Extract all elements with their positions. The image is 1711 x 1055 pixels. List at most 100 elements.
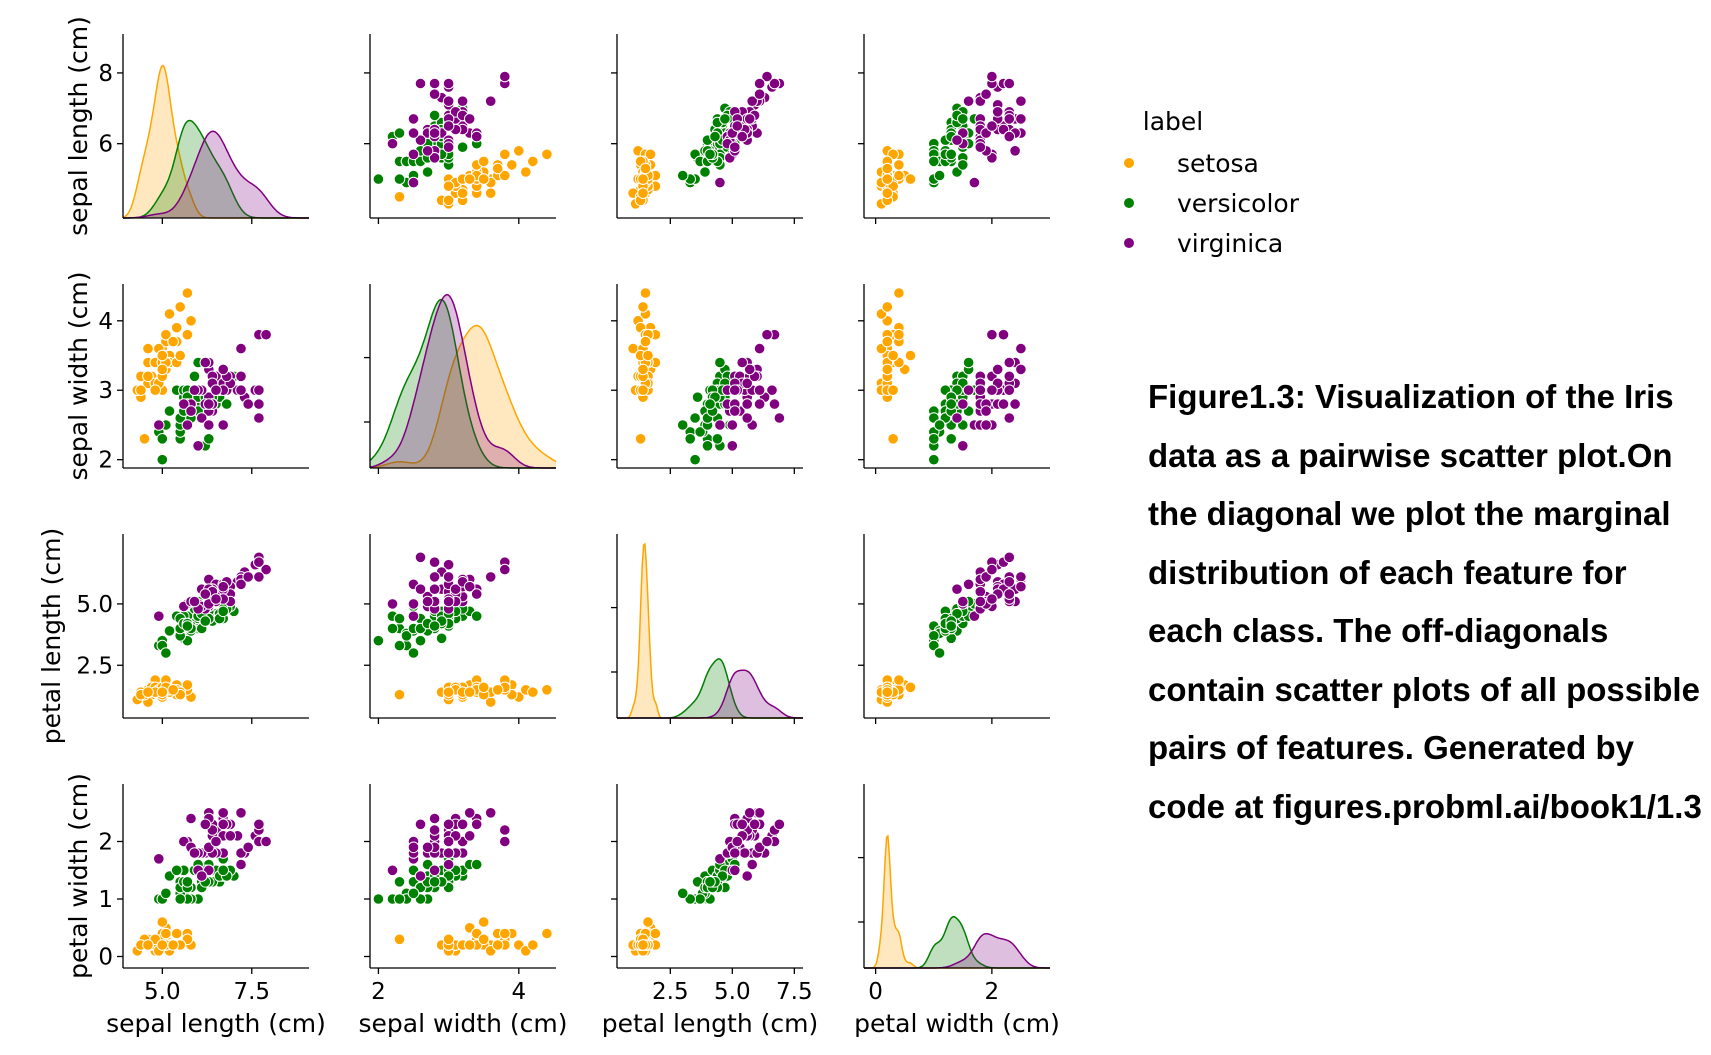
point-virginica xyxy=(210,593,222,605)
point-virginica xyxy=(192,440,204,452)
point-versicolor xyxy=(470,610,483,623)
point-setosa xyxy=(181,287,194,299)
point-virginica xyxy=(741,377,754,390)
point-virginica xyxy=(974,384,987,397)
y-axis-label: sepal length (cm) xyxy=(64,16,93,236)
point-virginica xyxy=(1003,130,1016,143)
point-virginica xyxy=(449,583,462,596)
point-virginica xyxy=(741,870,754,882)
point-virginica xyxy=(428,583,441,596)
point-virginica xyxy=(242,571,254,583)
point-virginica xyxy=(761,835,773,848)
point-versicolor xyxy=(676,887,689,900)
point-versicolor xyxy=(156,433,169,445)
point-virginica xyxy=(442,818,455,831)
legend-label-versicolor: versicolor xyxy=(1177,189,1300,218)
point-virginica xyxy=(980,405,992,417)
point-virginica xyxy=(1003,551,1016,564)
point-virginica xyxy=(235,807,247,819)
point-versicolor xyxy=(945,148,958,161)
point-setosa xyxy=(160,328,172,341)
point-versicolor xyxy=(709,130,721,143)
point-virginica xyxy=(421,595,434,608)
point-virginica xyxy=(1015,342,1027,355)
point-virginica xyxy=(414,818,427,831)
point-virginica xyxy=(407,113,420,125)
point-setosa xyxy=(442,686,455,699)
point-virginica xyxy=(217,419,229,431)
panel-sepal-width-cm-vs-petal-length-cm xyxy=(611,284,803,474)
point-virginica xyxy=(386,137,399,150)
point-setosa xyxy=(639,335,652,348)
point-setosa xyxy=(881,686,894,699)
x-tick-label: 0 xyxy=(868,979,883,1005)
point-virginica xyxy=(442,571,455,583)
point-versicolor xyxy=(160,887,172,900)
point-virginica xyxy=(442,141,455,153)
point-setosa xyxy=(637,301,649,313)
point-virginica xyxy=(203,419,215,431)
point-versicolor xyxy=(691,391,704,404)
point-setosa xyxy=(142,342,154,355)
point-virginica xyxy=(986,120,998,132)
point-virginica xyxy=(407,610,420,623)
point-versicolor xyxy=(689,412,701,424)
point-virginica xyxy=(974,585,987,598)
y-tick-label: 2 xyxy=(98,448,113,474)
point-setosa xyxy=(541,927,553,940)
point-virginica xyxy=(1003,576,1016,588)
y-tick-label: 4 xyxy=(98,309,113,335)
point-virginica xyxy=(753,342,766,355)
point-virginica xyxy=(753,384,766,397)
point-virginica xyxy=(773,818,786,831)
point-virginica xyxy=(962,578,975,591)
point-virginica xyxy=(962,384,975,397)
point-virginica xyxy=(235,578,247,591)
point-virginica xyxy=(484,95,497,107)
point-versicolor xyxy=(393,639,406,652)
point-setosa xyxy=(456,187,469,199)
point-versicolor xyxy=(711,433,724,445)
kde-fill-versicolor xyxy=(370,299,556,468)
point-virginica xyxy=(414,134,427,146)
point-virginica xyxy=(986,70,998,83)
point-versicolor xyxy=(407,647,420,659)
point-versicolor xyxy=(181,876,194,888)
panel-sepal-length-cm-vs-sepal-length-cm: 68 xyxy=(98,34,309,224)
point-virginica xyxy=(442,95,455,107)
point-versicolor xyxy=(704,148,716,161)
point-virginica xyxy=(260,328,272,341)
point-setosa xyxy=(541,148,553,161)
point-virginica xyxy=(260,835,272,848)
kde-fill-virginica xyxy=(617,670,803,718)
point-virginica xyxy=(235,370,247,383)
point-virginica xyxy=(753,77,766,90)
point-versicolor xyxy=(170,864,183,877)
point-setosa xyxy=(442,194,455,207)
kde-fill-setosa xyxy=(370,325,556,468)
point-virginica xyxy=(407,841,420,854)
y-tick-label: 2.5 xyxy=(76,653,113,679)
point-virginica xyxy=(442,120,455,132)
y-tick-label: 8 xyxy=(98,61,113,87)
point-versicolor xyxy=(393,127,406,139)
point-virginica xyxy=(428,88,441,100)
legend-label-setosa: setosa xyxy=(1177,149,1259,178)
point-setosa xyxy=(167,684,179,696)
point-setosa xyxy=(893,328,905,341)
point-setosa xyxy=(181,328,194,341)
point-versicolor xyxy=(393,612,406,625)
panel-sepal-width-cm-vs-sepal-width-cm xyxy=(364,284,557,474)
point-versicolor xyxy=(945,433,958,445)
point-virginica xyxy=(253,571,265,583)
point-setosa xyxy=(463,686,476,699)
point-virginica xyxy=(1003,384,1016,397)
point-virginica xyxy=(442,858,455,871)
point-virginica xyxy=(991,363,1004,376)
point-virginica xyxy=(1015,113,1027,125)
point-virginica xyxy=(463,580,476,593)
point-virginica xyxy=(414,870,427,882)
panel-petal-length-cm-vs-sepal-length-cm: 2.5 5.0 xyxy=(76,534,309,724)
point-setosa xyxy=(167,939,179,951)
point-versicolor xyxy=(945,398,958,410)
